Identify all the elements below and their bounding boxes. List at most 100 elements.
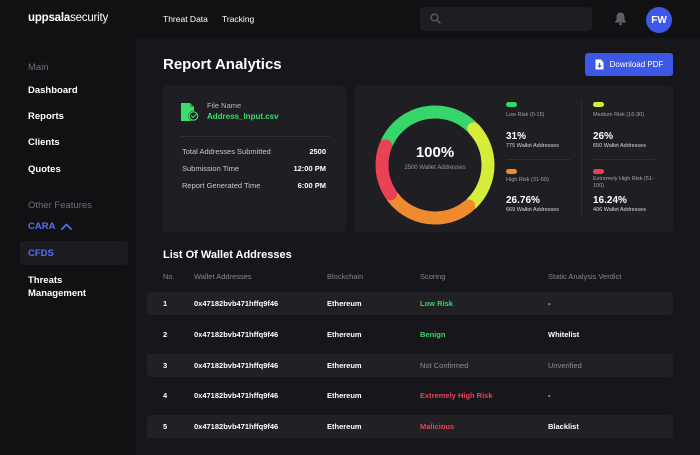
cell-blockchain: Ethereum xyxy=(327,299,362,308)
legend-pct-low: 31% xyxy=(506,131,527,142)
donut-segment-extremely-high-risk xyxy=(375,105,495,225)
table-row[interactable]: 4 0x47182bvb471hffq9f46 Ethereum Extreme… xyxy=(147,384,673,407)
sidebar-item-threats-line2: Management xyxy=(28,287,87,299)
donut-segment-medium-risk xyxy=(375,105,495,225)
download-pdf-button[interactable]: Download PDF xyxy=(585,53,673,76)
cell-no: 5 xyxy=(163,422,168,431)
stat-submission-label: Submission Time xyxy=(182,164,240,173)
legend-count-medium: 650 Wallet Addresses xyxy=(593,143,646,149)
search-input[interactable] xyxy=(446,11,586,27)
stat-generated-label: Report Generated Time xyxy=(182,181,261,190)
table-row[interactable]: 5 0x47182bvb471hffq9f46 Ethereum Malicio… xyxy=(147,415,673,438)
legend-divider-vertical xyxy=(581,101,582,214)
cell-blockchain: Ethereum xyxy=(327,330,362,339)
cell-verdict: Blacklist xyxy=(548,422,579,431)
legend-name-high: High Risk (31-50) xyxy=(506,177,549,183)
cell-blockchain: Ethereum xyxy=(327,422,362,431)
legend-count-high: 669 Wallet Addresses xyxy=(506,207,559,213)
legend-swatch-medium xyxy=(593,102,604,107)
legend-swatch-extremely-high xyxy=(593,169,604,174)
sidebar-item-cara-label: CARA xyxy=(28,221,56,232)
search-icon xyxy=(430,13,441,24)
legend-name-medium: Medium Risk (16-30) xyxy=(593,112,645,118)
wallet-list-title: List Of Wallet Addresses xyxy=(163,249,292,261)
cell-address: 0x47182bvb471hffq9f46 xyxy=(194,361,279,370)
avatar[interactable]: FW xyxy=(646,7,672,33)
legend-pct-medium: 26% xyxy=(593,131,614,142)
legend-name-extremely-high: Extremely High Risk (51-100) xyxy=(593,176,654,189)
col-header-scoring: Scoring xyxy=(420,272,446,281)
cell-scoring: Extremely High Risk xyxy=(420,391,493,400)
donut-percent: 100% xyxy=(415,144,455,161)
col-header-verdict: Static Analysis Verdict xyxy=(548,272,622,281)
legend-divider-horizontal xyxy=(506,159,570,160)
csv-file-icon xyxy=(181,103,199,122)
cell-address: 0x47182bvb471hffq9f46 xyxy=(194,422,279,431)
donut-subtitle: 2500 Wallet Addresses xyxy=(404,165,466,171)
cell-scoring: Not Confirmed xyxy=(420,361,469,370)
cell-address: 0x47182bvb471hffq9f46 xyxy=(194,391,279,400)
cell-scoring: Benign xyxy=(420,330,446,339)
risk-donut-chart xyxy=(375,105,495,225)
cell-verdict: Unverified xyxy=(548,361,582,370)
sidebar-item-threats-line1: Threats xyxy=(28,275,63,286)
sidebar-item-clients[interactable]: Clients xyxy=(28,137,60,148)
table-row[interactable]: 3 0x47182bvb471hffq9f46 Ethereum Not Con… xyxy=(147,354,673,377)
table-row[interactable]: 1 0x47182bvb471hffq9f46 Ethereum Low Ris… xyxy=(147,292,673,315)
cell-blockchain: Ethereum xyxy=(327,361,362,370)
sidebar-item-reports[interactable]: Reports xyxy=(28,111,64,122)
sidebar-item-cara[interactable]: CARA xyxy=(28,221,73,232)
sidebar-item-quotes[interactable]: Quotes xyxy=(28,164,61,175)
logo[interactable]: uppsalasecurity xyxy=(28,12,108,24)
cell-no: 4 xyxy=(163,391,168,400)
col-header-no: No. xyxy=(163,272,175,281)
cell-address: 0x47182bvb471hffq9f46 xyxy=(194,330,279,339)
cell-verdict: - xyxy=(548,299,551,308)
cell-address: 0x47182bvb471hffq9f46 xyxy=(194,299,279,308)
legend-swatch-high xyxy=(506,169,517,174)
cell-blockchain: Ethereum xyxy=(327,391,362,400)
file-name-label: File Name xyxy=(207,101,242,110)
chevron-up-icon xyxy=(61,223,73,230)
cell-verdict: - xyxy=(548,391,551,400)
stat-submission-value: 12:00 PM xyxy=(293,164,326,173)
sidebar-item-threats-management[interactable]: Threats Management xyxy=(28,275,86,300)
sidebar-item-cfds[interactable]: CFDS xyxy=(20,241,128,265)
legend-name-low: Low Risk (0-15) xyxy=(506,112,545,118)
file-download-icon xyxy=(595,59,604,70)
cell-scoring: Malicious xyxy=(420,422,455,431)
divider xyxy=(180,136,330,137)
sidebar-item-dashboard[interactable]: Dashboard xyxy=(28,85,78,96)
legend-divider-horizontal xyxy=(593,159,655,160)
nav-threat-data[interactable]: Threat Data xyxy=(163,14,208,24)
legend-count-extremely-high: 406 Wallet Addresses xyxy=(593,207,646,213)
logo-light: security xyxy=(70,12,109,24)
cell-scoring: Low Risk xyxy=(420,299,453,308)
col-header-address: Wallet Addresses xyxy=(194,272,252,281)
cell-no: 1 xyxy=(163,299,168,308)
bell-icon[interactable] xyxy=(614,11,627,26)
page-title: Report Analytics xyxy=(163,56,282,73)
legend-swatch-low xyxy=(506,102,517,107)
search-box[interactable] xyxy=(420,7,592,31)
table-row[interactable]: 2 0x47182bvb471hffq9f46 Ethereum Benign … xyxy=(147,323,673,346)
nav-tracking[interactable]: Tracking xyxy=(222,14,255,24)
legend-pct-extremely-high: 16.24% xyxy=(593,195,627,206)
download-pdf-label: Download PDF xyxy=(609,60,664,69)
logo-bold: uppsala xyxy=(28,12,71,24)
sidebar-section-other: Other Features xyxy=(28,200,92,211)
cell-no: 3 xyxy=(163,361,168,370)
legend-count-low: 775 Wallet Addresses xyxy=(506,143,559,149)
legend-pct-high: 26.76% xyxy=(506,195,540,206)
stat-total-value: 2500 xyxy=(309,147,326,156)
col-header-blockchain: Blockchain xyxy=(327,272,364,281)
cell-no: 2 xyxy=(163,330,168,339)
top-bar: uppsalasecurity Threat Data Tracking FW xyxy=(0,0,700,38)
donut-segment-low-risk xyxy=(375,105,495,225)
donut-segment-high-risk xyxy=(375,105,495,225)
cell-verdict: Whitelist xyxy=(548,330,580,339)
file-name-value: Address_Input.csv xyxy=(207,112,279,121)
sidebar-section-main: Main xyxy=(28,62,49,73)
stat-generated-value: 6:00 PM xyxy=(297,181,326,190)
stat-total-label: Total Addresses Submitted xyxy=(182,147,271,156)
